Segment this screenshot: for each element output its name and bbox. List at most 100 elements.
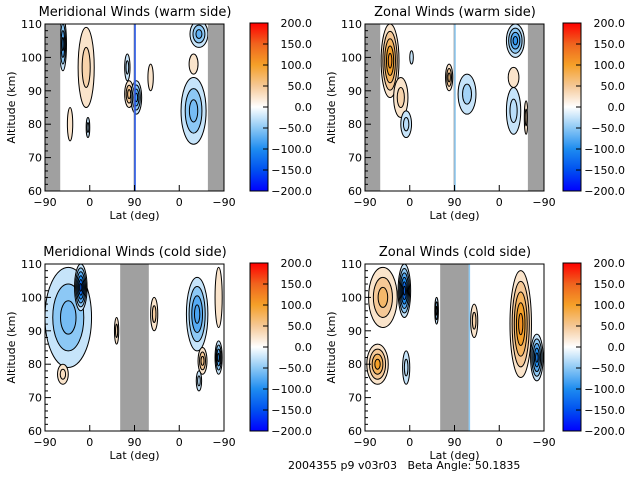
y-axis-label: Altitude (km)	[5, 311, 18, 383]
contour-blob	[505, 86, 522, 135]
contour-blob	[523, 100, 529, 135]
contour-blob	[530, 333, 544, 382]
no-data-region	[207, 24, 224, 191]
contour-blob	[66, 107, 74, 142]
colorbar-tick-label: −100.0	[584, 383, 625, 396]
colorbar-tick-label: 50.0	[288, 80, 313, 93]
contour-blob	[366, 343, 389, 385]
contour-blob	[380, 24, 400, 98]
contour-level	[512, 36, 519, 46]
contour-level	[193, 304, 201, 324]
colorbar-tick-label: −100.0	[271, 383, 312, 396]
chart-title: Meridional Winds (cold side)	[43, 245, 226, 260]
contour-level	[447, 72, 451, 83]
panel-3: Zonal Winds (cold side) 60 70 80 90 100 110 −90…	[325, 245, 625, 462]
y-tick-label: 90	[28, 85, 42, 98]
contour-blob	[180, 76, 207, 145]
y-tick-label: 100	[21, 291, 42, 304]
contour-blob	[400, 110, 413, 139]
contour-blob	[214, 266, 223, 328]
y-tick-label: 90	[28, 325, 42, 338]
contour-blob	[58, 24, 67, 72]
x-tick-label: −90	[33, 436, 56, 449]
contour-level	[462, 83, 473, 105]
y-tick-label: 60	[348, 425, 362, 438]
no-data-region	[120, 264, 149, 431]
contour-level	[79, 282, 83, 292]
x-tick-label: 0	[496, 436, 503, 449]
colorbar-tick-label: 150.0	[281, 38, 313, 51]
x-tick-label: −90	[212, 436, 235, 449]
plot-area	[365, 264, 544, 431]
chart-title: Zonal Winds (cold side)	[379, 245, 531, 260]
colorbar-tick-label: −50.0	[591, 122, 625, 135]
colorbar-tick-label: −200.0	[271, 425, 312, 438]
no-data-region	[527, 24, 544, 191]
plot-area	[365, 24, 544, 191]
panel-1: Zonal Winds (warm side) 60 70 80 90 100 110 −90…	[325, 5, 625, 222]
colorbar: 200.0 150.0 100.0 50.0 0.0 −50.0 −100.0 −150.0 −…	[249, 257, 313, 438]
x-tick-label: 90	[448, 436, 462, 449]
x-tick-label: 0	[496, 196, 503, 209]
contour-level	[200, 355, 205, 366]
plot-area	[45, 264, 224, 431]
contour-level	[127, 89, 132, 100]
colorbar-tick-label: −150.0	[271, 164, 312, 177]
contour-level	[535, 352, 539, 363]
y-tick-label: 100	[21, 51, 42, 64]
colorbar-tick-label: −50.0	[278, 122, 312, 135]
y-tick-label: 60	[28, 425, 42, 438]
colorbar-tick-label: 50.0	[601, 320, 626, 333]
colorbar-tick-label: −150.0	[584, 164, 625, 177]
x-tick-label: 0	[86, 196, 93, 209]
y-tick-label: 70	[348, 152, 362, 165]
x-tick-label: 0	[86, 436, 93, 449]
contour-level	[402, 285, 406, 296]
contour-level	[86, 122, 90, 134]
x-tick-label: 90	[448, 196, 462, 209]
contour-blob	[393, 76, 409, 119]
x-tick-label: 0	[406, 196, 413, 209]
y-tick-label: 90	[348, 85, 362, 98]
colorbar-tick-label: 0.0	[608, 101, 626, 114]
colorbar-tick-label: 150.0	[594, 278, 626, 291]
colorbar-tick-label: −200.0	[584, 425, 625, 438]
contour-blob	[130, 80, 143, 115]
contour-blob	[147, 63, 154, 92]
contour-level	[524, 108, 528, 127]
colorbar-tick-label: 100.0	[281, 59, 313, 72]
y-axis-label: Altitude (km)	[325, 311, 338, 383]
colorbar-tick-label: 200.0	[281, 257, 313, 270]
colorbar: 200.0 150.0 100.0 50.0 0.0 −50.0 −100.0 −150.0 −…	[562, 257, 626, 438]
colorbar-tick-label: 0.0	[295, 101, 313, 114]
contour-level	[147, 63, 154, 92]
contour-level	[471, 311, 477, 330]
chart-title: Meridional Winds (warm side)	[39, 5, 232, 20]
contour-blob	[505, 24, 525, 58]
contour-blob	[185, 276, 209, 352]
plot-area	[45, 24, 224, 191]
y-tick-label: 60	[348, 185, 362, 198]
y-tick-label: 110	[341, 258, 362, 271]
contour-blob	[113, 316, 120, 345]
colorbar-tick-label: 100.0	[281, 299, 313, 312]
x-axis-label: Lat (deg)	[430, 449, 480, 462]
x-tick-label: −90	[532, 196, 555, 209]
colorbar-tick-label: 0.0	[608, 341, 626, 354]
x-tick-label: −90	[532, 436, 555, 449]
y-tick-label: 80	[348, 358, 362, 371]
contour-blob	[150, 296, 159, 332]
y-tick-label: 110	[21, 258, 42, 271]
contour-level	[396, 86, 405, 109]
contour-level	[435, 305, 438, 316]
contour-level	[125, 60, 130, 75]
contour-level	[81, 46, 91, 88]
contour-level	[188, 53, 199, 75]
contour-level	[377, 286, 389, 308]
x-tick-label: 0	[176, 436, 183, 449]
contour-blob	[188, 53, 199, 75]
x-tick-label: 90	[128, 436, 142, 449]
x-axis-label: Lat (deg)	[110, 449, 160, 462]
x-axis-label: Lat (deg)	[430, 209, 480, 222]
footer-info: 2004355 p9 v03r03 Beta Angle: 50.1835	[288, 459, 521, 472]
